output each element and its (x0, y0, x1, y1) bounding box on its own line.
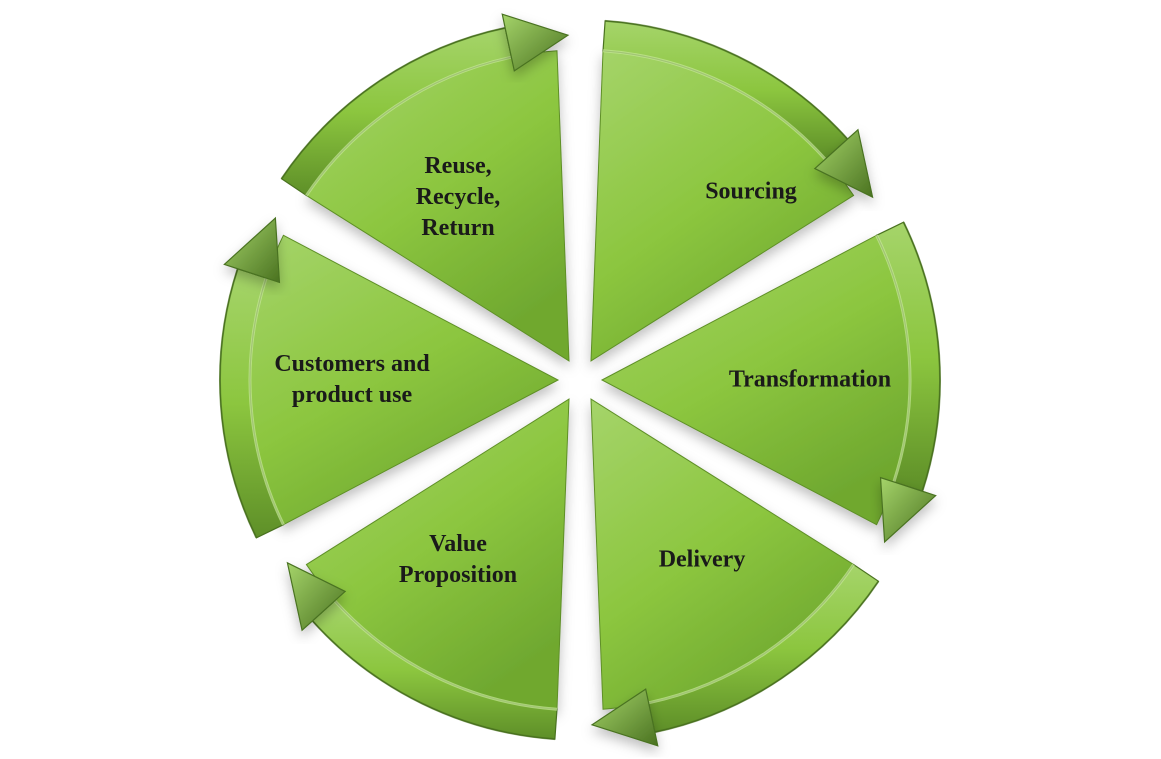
cycle-svg (0, 0, 1161, 759)
label-customers: Customers and product use (274, 349, 429, 411)
label-sourcing: Sourcing (705, 176, 797, 207)
label-reuse: Reuse, Recycle, Return (416, 151, 501, 245)
label-value: Value Proposition (399, 529, 517, 591)
arrowhead-customers (224, 218, 279, 282)
arrowhead-transformation (881, 478, 936, 542)
label-delivery: Delivery (659, 544, 746, 575)
cycle-diagram: Sourcing Transformation Delivery Value Prop… (0, 0, 1161, 759)
label-transformation: Transformation (729, 364, 891, 395)
